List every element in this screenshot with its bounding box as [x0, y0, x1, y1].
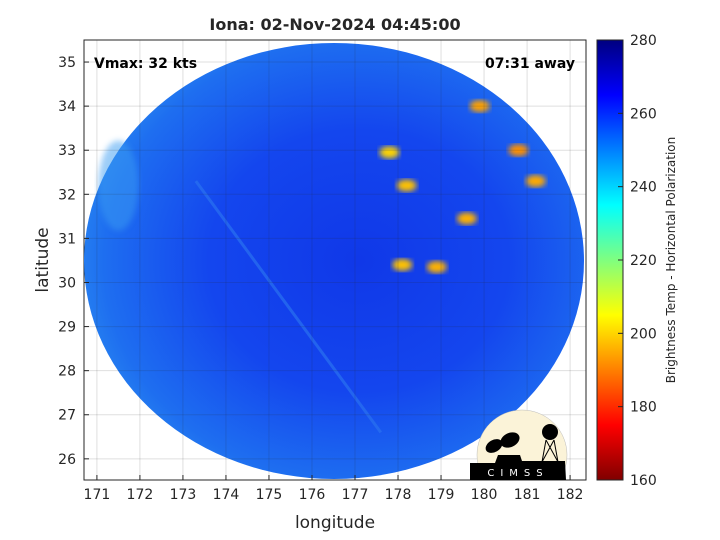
chart-title: Iona: 02-Nov-2024 04:45:00 — [209, 15, 460, 34]
y-tick-label: 27 — [58, 408, 76, 424]
x-tick-label: 173 — [170, 487, 197, 503]
x-tick-label: 177 — [342, 487, 369, 503]
warm-edge-region — [98, 140, 139, 231]
y-tick-label: 28 — [58, 364, 76, 380]
y-tick-label: 32 — [58, 187, 76, 203]
colorbar-tick-label: 220 — [630, 253, 657, 269]
y-tick-label: 35 — [58, 55, 76, 71]
y-tick-label: 30 — [58, 275, 76, 291]
time-away-annotation: 07:31 away — [485, 56, 575, 72]
colorbar-tick-label: 240 — [630, 180, 657, 196]
cimss-logo: CIMSS — [470, 409, 568, 480]
y-tick-label: 33 — [58, 143, 76, 159]
colorbar-tick-label: 160 — [630, 473, 657, 489]
x-tick-label: 176 — [299, 487, 326, 503]
y-tick-label: 31 — [58, 231, 76, 247]
x-tick-label: 180 — [471, 487, 498, 503]
y-tick-label: 29 — [58, 320, 76, 336]
logo-text: CIMSS — [487, 468, 548, 479]
vmax-annotation: Vmax: 32 kts — [94, 56, 197, 72]
colorbar-tick-label: 200 — [630, 326, 657, 342]
x-tick-label: 172 — [127, 487, 154, 503]
microwave-swath — [84, 43, 584, 479]
x-tick-label: 178 — [385, 487, 412, 503]
colorbar-tick-label: 280 — [630, 33, 657, 49]
bright-spot — [379, 146, 400, 159]
x-tick-label: 181 — [514, 487, 541, 503]
bright-spot — [396, 179, 417, 192]
x-tick-label: 175 — [256, 487, 283, 503]
y-tick-label: 34 — [58, 99, 76, 115]
colorbar-tick-label: 260 — [630, 106, 657, 122]
scan-line-artifact — [194, 180, 383, 434]
bright-spot — [469, 100, 490, 113]
colorbar-label: Brightness Temp - Horizontal Polarizatio… — [664, 137, 678, 384]
bright-spot — [525, 175, 546, 188]
y-tick-label: 26 — [58, 452, 76, 468]
x-axis-label: longitude — [295, 513, 375, 533]
bright-spot — [456, 212, 477, 225]
x-tick-label: 179 — [428, 487, 455, 503]
colorbar-tick-label: 180 — [630, 400, 657, 416]
bright-spot — [508, 144, 529, 157]
bright-spot — [392, 258, 413, 271]
x-tick-label: 174 — [213, 487, 240, 503]
y-axis-label: latitude — [33, 227, 53, 292]
x-tick-label: 182 — [557, 487, 584, 503]
bright-spot — [426, 261, 447, 274]
x-tick-label: 171 — [84, 487, 111, 503]
